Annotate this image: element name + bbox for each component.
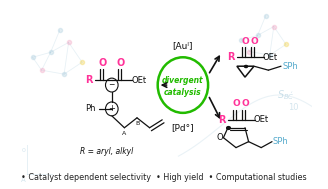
Text: • Catalyst dependent selectivity  • High yield  • Computational studies: • Catalyst dependent selectivity • High … (21, 173, 307, 182)
Text: O: O (232, 99, 240, 108)
Text: O: O (117, 58, 125, 68)
Text: B: B (135, 121, 139, 126)
Text: A: A (122, 131, 127, 136)
Text: $S_{B\'C}$: $S_{B\'C}$ (277, 88, 295, 102)
Text: O: O (216, 133, 223, 142)
Text: [Pd°]: [Pd°] (172, 123, 194, 132)
Text: divergent: divergent (162, 76, 204, 85)
Text: O: O (99, 58, 107, 68)
Text: R: R (227, 52, 234, 62)
Text: 0: 0 (22, 148, 26, 153)
Text: [Auᴵ]: [Auᴵ] (173, 41, 193, 50)
Text: +: + (108, 104, 115, 113)
Text: R = aryl, alkyl: R = aryl, alkyl (80, 147, 133, 156)
Text: A: A (21, 177, 26, 183)
Text: O: O (241, 37, 249, 46)
Text: Ph: Ph (85, 104, 95, 113)
Text: OEt: OEt (132, 76, 147, 85)
Text: R: R (85, 75, 92, 85)
Text: O: O (241, 99, 249, 108)
Text: SPh: SPh (273, 137, 289, 146)
Text: O: O (250, 37, 258, 46)
Text: SPh: SPh (283, 62, 298, 71)
Text: −: − (109, 81, 115, 90)
Text: OEt: OEt (254, 115, 269, 124)
Text: OEt: OEt (263, 53, 278, 62)
Text: R: R (218, 115, 225, 125)
Text: catalysis: catalysis (164, 88, 202, 97)
Text: 10: 10 (288, 103, 299, 112)
